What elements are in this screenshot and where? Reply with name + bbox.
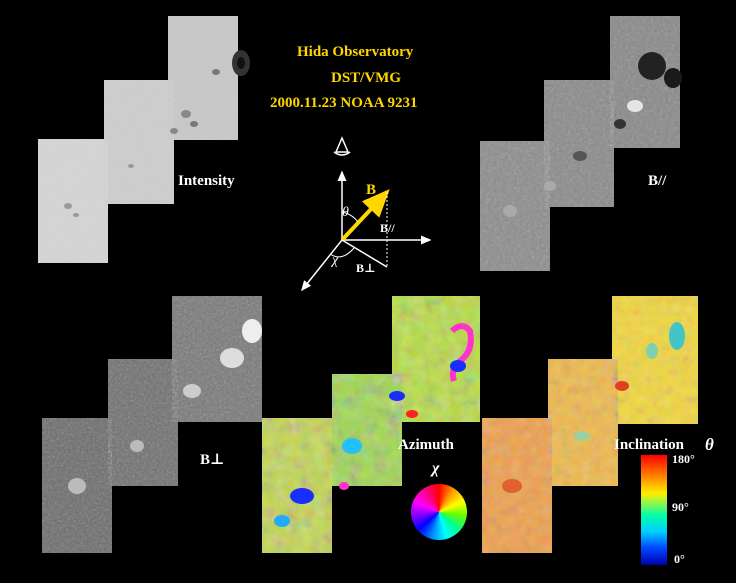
observatory-title: Hida Observatory — [297, 44, 414, 60]
b-parallel-diagram-label: B// — [380, 221, 395, 235]
inclination-symbol: θ — [705, 435, 714, 454]
b-parallel-label: B// — [648, 173, 667, 189]
chi-label: χ — [330, 253, 339, 268]
intensity-label: Intensity — [178, 173, 235, 189]
observer-eye-icon — [333, 136, 351, 156]
inclination-label: Inclination — [614, 437, 685, 453]
field-vector-diagram: B θ B// B⊥ χ — [301, 136, 432, 292]
intensity-map — [38, 16, 250, 263]
azimuth-map — [262, 296, 480, 553]
longitudinal-field-map — [480, 16, 682, 271]
b-perp-diagram-label: B⊥ — [356, 261, 376, 275]
vector-b-label: B — [366, 182, 376, 198]
colorbar-tick-0: 0° — [674, 552, 685, 566]
colorbar-tick-90: 90° — [672, 500, 689, 514]
azimuth-label: Azimuth — [398, 437, 454, 453]
inclination-colorbar — [641, 455, 667, 565]
azimuth-color-wheel — [411, 484, 467, 540]
inclination-map — [482, 296, 698, 553]
azimuth-wheel-symbol: χ — [432, 460, 440, 477]
instrument-title: DST/VMG — [331, 70, 402, 86]
date-region-title: 2000.11.23 NOAA 9231 — [270, 95, 418, 111]
theta-label: θ — [342, 205, 349, 220]
transverse-field-map — [42, 296, 262, 553]
b-perp-label: B⊥ — [200, 452, 225, 468]
colorbar-tick-180: 180° — [672, 452, 695, 466]
